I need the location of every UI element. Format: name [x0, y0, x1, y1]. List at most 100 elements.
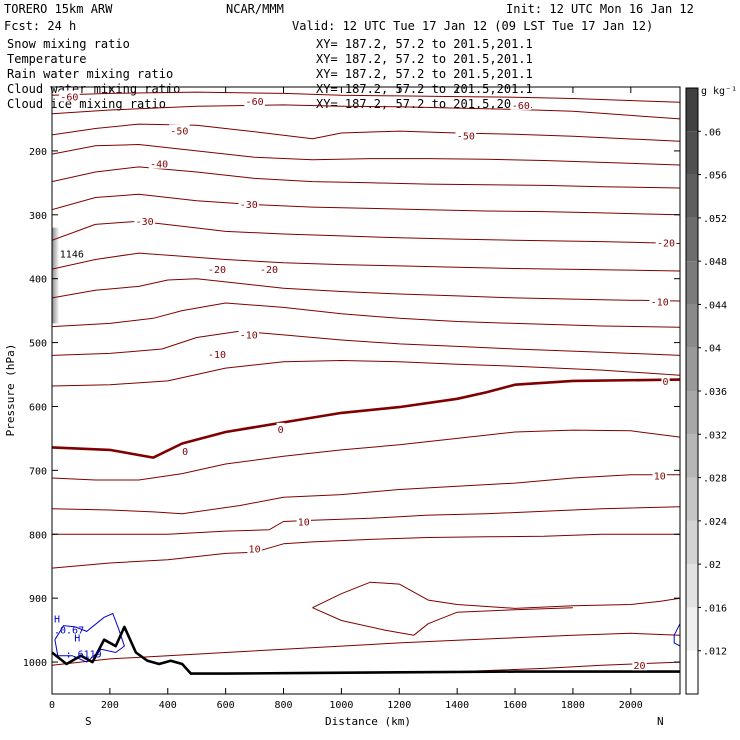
colorbar-segment-11	[686, 174, 698, 218]
colorbar-tick-label-11: .056	[703, 171, 727, 182]
model-title: TORERO 15km ARW	[4, 2, 113, 16]
valid-time: Valid: 12 UTC Tue 17 Jan 12 (09 LST Tue …	[292, 19, 653, 33]
colorbar-tick-label-10: .052	[703, 214, 727, 225]
x-tick-label-2: 400	[159, 700, 177, 711]
y-axis-label: Pressure (hPa)	[4, 344, 17, 437]
temperature-contour-11	[52, 360, 680, 387]
contour-label-bg-4	[455, 129, 477, 141]
x-tick-label-9: 1800	[561, 700, 585, 711]
cloud-ice-shaded-area	[52, 227, 60, 324]
y-tick-label-1: 300	[29, 211, 47, 222]
colorbar-tick-label-9: .048	[703, 257, 727, 268]
colorbar-tick-label-2: .02	[703, 560, 721, 571]
init-time: Init: 12 UTC Mon 16 Jan 12	[506, 2, 694, 16]
annotation-2: .0.67	[54, 625, 84, 636]
colorbar-unit: g kg⁻¹	[701, 86, 737, 97]
colorbar-tick-label-7: .04	[703, 344, 721, 355]
contour-label-15: 0	[278, 425, 284, 436]
legend-coords-cloud-water: XY= 187.2, 57.2 to 201.5,201.1	[316, 82, 533, 96]
temperature-contour-20	[312, 607, 573, 636]
colorbar-segment-1	[686, 607, 698, 651]
colorbar-segment-12	[686, 131, 698, 175]
temperature-contour-2	[52, 123, 680, 142]
colorbar-tick-label-1: .016	[703, 603, 727, 614]
colorbar-tick-label-12: .06	[703, 127, 721, 138]
x-tick-label-5: 1000	[329, 700, 353, 711]
temperature-contour-9	[52, 302, 680, 328]
contour-label-5: -40	[150, 160, 168, 171]
contour-label-bg-11	[649, 295, 671, 307]
x-tick-label-7: 1400	[445, 700, 469, 711]
colorbar-segment-13	[686, 88, 698, 132]
temperature-contour-4	[52, 166, 680, 189]
cloud-water-contour-1	[673, 623, 680, 647]
y-tick-label-5: 700	[29, 466, 47, 477]
temperature-contour-15	[52, 506, 680, 535]
center-title: NCAR/MMM	[226, 2, 284, 16]
temperature-contour-3	[52, 144, 680, 166]
legend-label-temperature: Temperature	[7, 52, 86, 66]
colorbar-segment-5	[686, 434, 698, 478]
contour-label-bg-7	[134, 215, 155, 227]
cloud-water-contour-0	[54, 612, 125, 663]
colorbar: g kg⁻¹ .012 .016 .02 .024 .028 .032 .036 .04 .04…	[685, 86, 737, 695]
x-axis-end-right: N	[657, 715, 664, 728]
colorbar-segment-4	[686, 477, 698, 521]
contour-label-bg-6	[238, 197, 260, 209]
terrain-line	[51, 625, 680, 675]
contour-label-1: -60	[246, 97, 264, 108]
x-axis-end-left: S	[85, 715, 92, 728]
temperature-contour-16	[52, 533, 680, 569]
contour-label-bg-15	[276, 422, 285, 434]
colorbar-segment-9	[686, 261, 698, 305]
temperature-contour-5	[52, 193, 680, 216]
legend-label-cloud-ice: Cloud ice mixing ratio	[7, 97, 166, 111]
colorbar-tick-label-8: .044	[703, 300, 727, 311]
contour-label-16: 0	[182, 447, 188, 458]
contour-label-bg-14	[661, 374, 670, 386]
y-tick-label-0: 200	[29, 147, 47, 158]
x-tick-label-10: 2000	[619, 700, 643, 711]
colorbar-tick-label-3: .024	[703, 517, 727, 528]
contour-label-3: -50	[170, 126, 188, 137]
contour-label-8: -20	[657, 238, 675, 249]
temperature-contour-0	[52, 91, 680, 103]
x-tick-label-4: 800	[274, 700, 292, 711]
legend: Snow mixing ratio XY= 187.2, 57.2 to 201…	[7, 37, 533, 111]
contour-label-7: -30	[136, 217, 154, 228]
colorbar-segment-10	[686, 217, 698, 262]
colorbar-tick-label-4: .028	[703, 474, 727, 485]
colorbar-segment-0	[686, 650, 698, 694]
cloud-ice-shading	[52, 227, 60, 324]
cloud-water-contours	[54, 612, 680, 663]
legend-coords-cloud-ice: XY= 187.2, 57.2 to 201.5,201.1	[316, 97, 533, 111]
contour-label-bg-17	[652, 469, 667, 481]
plot-area: -60 -60 -60 -50 -50 -40 -30 -30 -20 -20 -20 -10 -10 -…	[23, 86, 681, 711]
contour-label-bg-12	[238, 328, 260, 340]
annotation-3: :.6119	[66, 650, 102, 661]
contour-label-6: -30	[240, 200, 258, 211]
contour-label-2: -60	[512, 101, 530, 112]
y-tick-label-6: 800	[29, 530, 47, 541]
contour-label-12: -10	[240, 330, 258, 341]
contour-label-10: -20	[260, 265, 278, 276]
contour-label-bg-16	[181, 445, 190, 457]
temperature-contour-14	[52, 474, 680, 515]
contour-label-13: -10	[208, 350, 226, 361]
x-axis-label: Distance (km)	[325, 715, 411, 728]
contour-label-bg-13	[206, 348, 228, 360]
contour-label-bg-18	[296, 515, 311, 527]
contour-label-bg-5	[148, 157, 170, 169]
annotation-0: H	[54, 614, 60, 625]
contour-label-19: 10	[249, 544, 261, 555]
colorbar-segment-2	[686, 564, 698, 608]
legend-coords-rain: XY= 187.2, 57.2 to 201.5,201.1	[316, 67, 533, 81]
temperature-contours	[52, 91, 680, 673]
colorbar-tick-label-5: .032	[703, 430, 727, 441]
contour-label-bg-8	[655, 236, 677, 248]
contour-label-17: 10	[654, 471, 666, 482]
annotation-4: 1146	[60, 250, 84, 261]
temperature-contour-8	[52, 278, 680, 302]
forecast-hour: Fcst: 24 h	[4, 19, 76, 33]
x-tick-label-6: 1200	[387, 700, 411, 711]
